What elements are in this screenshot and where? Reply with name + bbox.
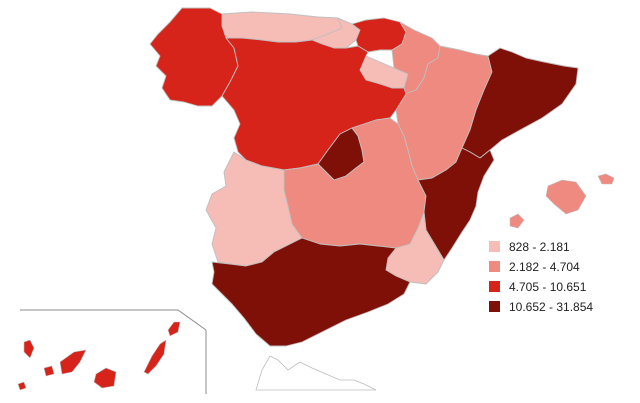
legend-swatch [489, 241, 500, 252]
ceuta-outline [255, 355, 377, 391]
legend-label: 4.705 - 10.651 [509, 279, 587, 294]
island-gran-canaria [93, 367, 117, 389]
legend-item: 4.705 - 10.651 [489, 277, 629, 296]
island-la-gomera [43, 365, 55, 377]
island-mallorca [545, 179, 587, 215]
region-galicia [149, 7, 239, 107]
map-legend: 828 - 2.181 2.182 - 4.704 4.705 - 10.651… [489, 237, 629, 317]
legend-label: 2.182 - 4.704 [509, 259, 580, 274]
legend-item: 10.652 - 31.854 [489, 297, 629, 316]
region-andalucia [211, 237, 411, 347]
island-la-palma [23, 339, 35, 359]
legend-item: 2.182 - 4.704 [489, 257, 629, 276]
island-fuerteventura [143, 339, 167, 375]
island-ibiza [509, 213, 525, 229]
legend-item: 828 - 2.181 [489, 237, 629, 256]
island-lanzarote [167, 321, 181, 337]
legend-label: 10.652 - 31.854 [509, 299, 594, 314]
legend-swatch [489, 261, 500, 272]
region-comunidad-valenciana [417, 147, 495, 261]
legend-label: 828 - 2.181 [509, 239, 570, 254]
island-tenerife [59, 349, 87, 375]
island-el-hierro [17, 381, 27, 391]
island-menorca [597, 173, 615, 185]
legend-swatch [489, 301, 500, 312]
canary-inset-frame [20, 309, 207, 394]
legend-swatch [489, 281, 500, 292]
region-cataluna [461, 47, 579, 159]
